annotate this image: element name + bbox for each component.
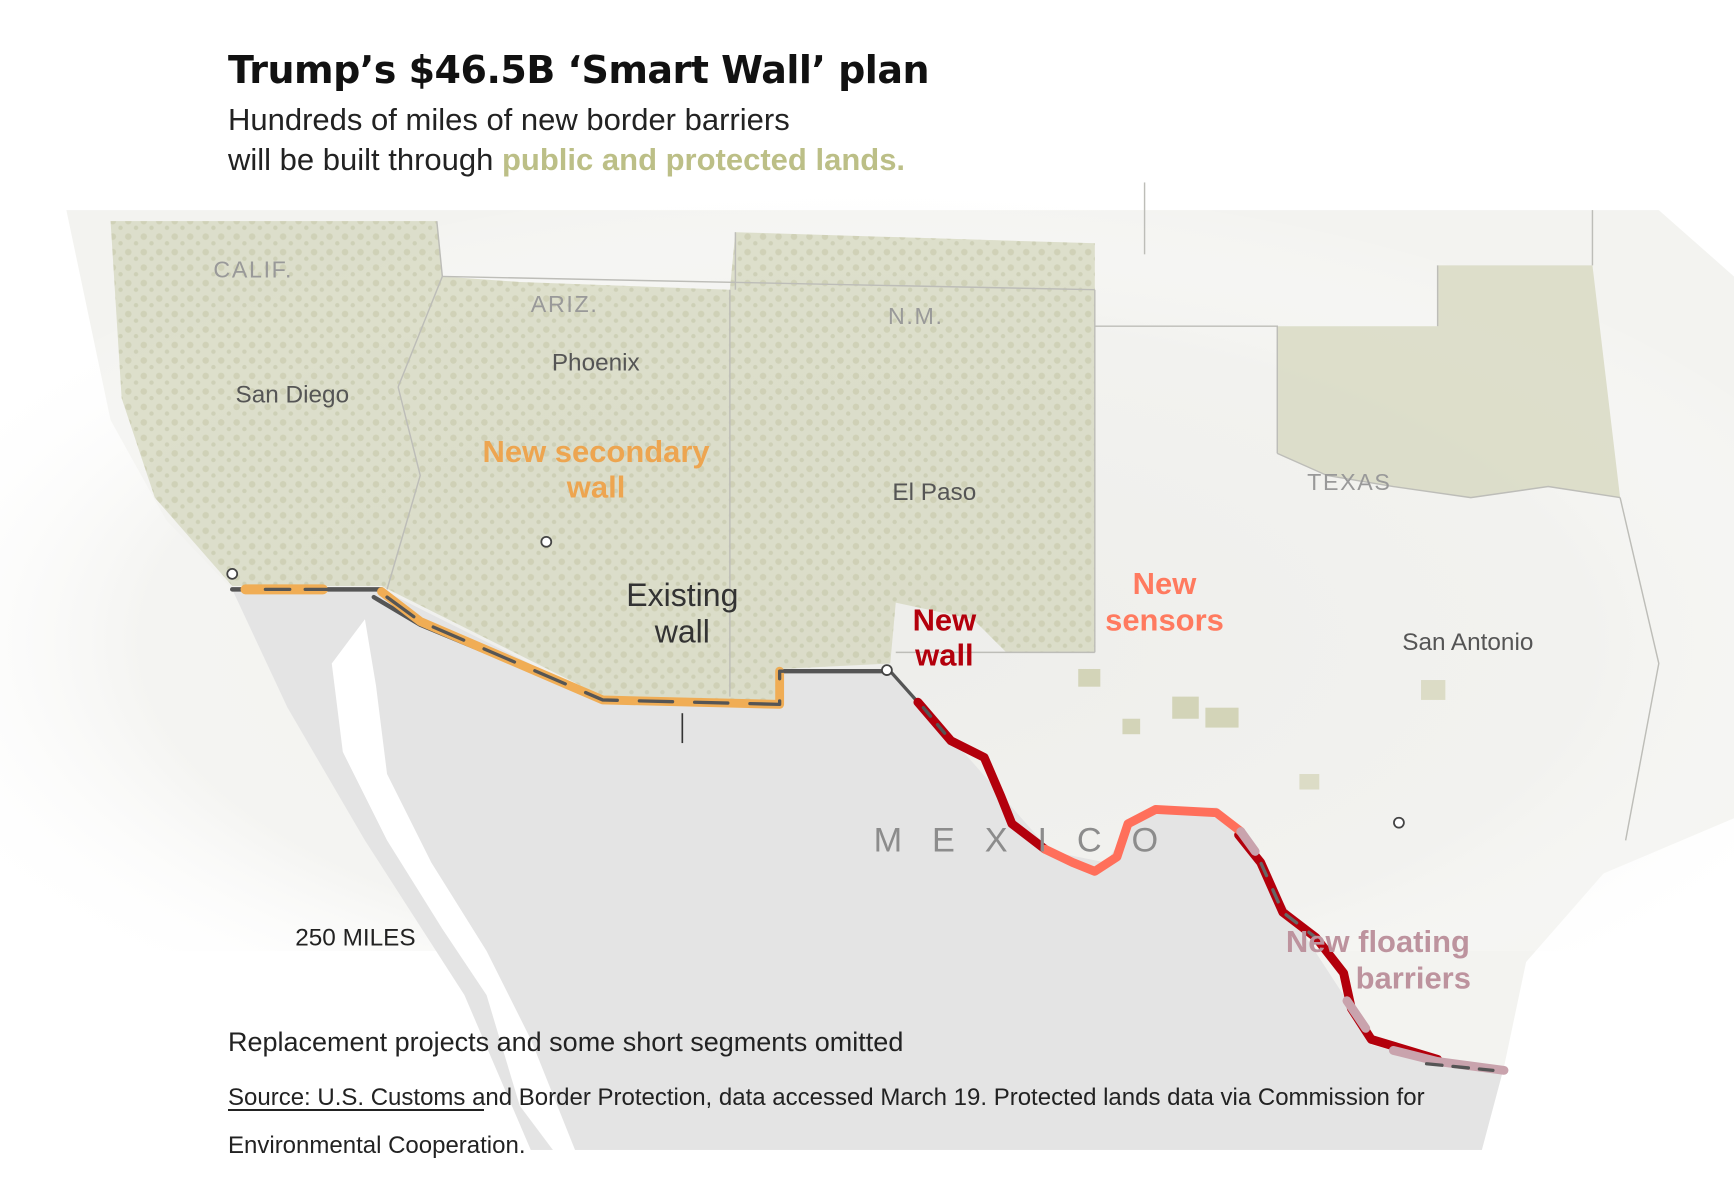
state-label-texas: TEXAS [1307,469,1391,495]
city-label-phoenix: Phoenix [552,349,640,376]
annotation-new-sensors-line1: New [1133,566,1198,601]
annotation-floating-barriers-line2: barriers [1356,961,1471,996]
phoenix-marker [540,535,553,548]
city-label-el-paso: El Paso [892,479,976,506]
state-label-ariz: ARIZ. [531,291,599,317]
annotation-new-sensors: New sensors [1105,566,1224,637]
state-label-nm: N.M. [888,303,944,329]
subtitle-highlight: public and protected lands. [502,142,906,177]
footer: Replacement projects and some short segm… [228,1027,1538,1170]
annotation-existing-wall: Existing wall [626,577,738,649]
san-diego-marker [226,568,239,580]
subtitle-line2-prefix: will be built through [228,142,502,177]
annotation-new-wall-line2: wall [914,638,974,673]
san-antonio-marker [1393,816,1405,829]
bottom-white [0,1149,1734,1192]
city-label-san-diego: San Diego [236,381,350,408]
subtitle-line1: Hundreds of miles of new border barriers [228,102,790,137]
sensors-route [1040,804,1246,876]
source-credit: Source: U.S. Customs and Border Protecti… [228,1084,1425,1159]
state-labels: CALIF. ARIZ. N.M. TEXAS [213,257,1391,495]
state-label-calif: CALIF. [213,257,293,283]
annotation-secondary-wall: New secondary wall [483,434,711,504]
annotation-new-wall: New wall [913,602,978,672]
annotation-existing-wall-line1: Existing [626,577,738,613]
source-underline [228,1109,484,1111]
subtitle: Hundreds of miles of new border barriers… [228,100,929,180]
protected-lands [110,221,1621,790]
header: Trump’s $46.5B ‘Smart Wall’ plan Hundred… [228,48,930,180]
el-paso-marker [881,664,893,676]
annotation-floating-barriers-line1: New floating [1286,924,1470,959]
annotation-floating-barriers: New floating barriers [1286,924,1471,995]
page-title: Trump’s $46.5B ‘Smart Wall’ plan [228,48,930,92]
secondary-wall-route [240,584,887,709]
annotation-new-wall-line1: New [913,602,978,637]
subtitle-line2: will be built through public and protect… [228,140,929,180]
city-labels: San Diego Phoenix El Paso San Antonio [236,349,1534,656]
annotation-secondary-wall-line1: New secondary [483,434,711,469]
city-markers [226,535,1405,829]
annotation-existing-wall-line2: wall [654,613,710,649]
state-borders [386,182,1660,841]
scale-label: 250 MILES [295,924,415,951]
footnote: Replacement projects and some short segm… [228,1027,904,1057]
country-label-mexico: MEXICO [874,821,1188,859]
annotation-new-sensors-line2: sensors [1105,602,1224,637]
annotation-secondary-wall-line2: wall [566,470,626,505]
city-label-san-antonio: San Antonio [1402,629,1533,656]
